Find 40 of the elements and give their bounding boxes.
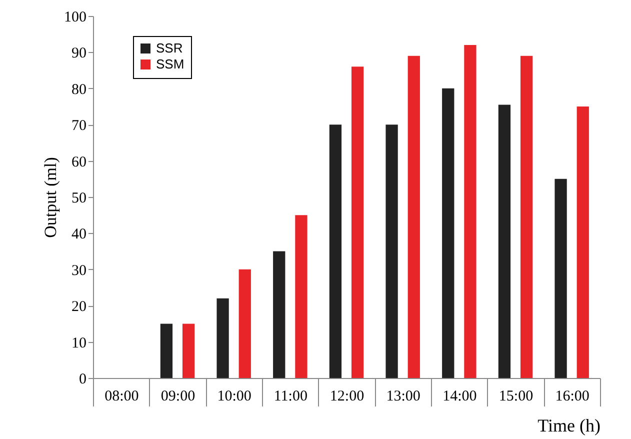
bar [182,324,195,378]
bar [498,104,511,378]
bar [576,106,589,378]
y-tick-label: 50 [72,190,86,206]
y-tick-label: 70 [72,118,86,134]
y-tick-label: 20 [72,299,86,316]
x-tick-label: 14:00 [442,388,477,404]
y-tick-label: 60 [72,154,86,170]
bar [160,324,173,378]
legend-label: SSR [156,40,183,56]
bar [295,215,308,378]
x-tick-label: 11:00 [274,388,308,404]
x-tick-label: 09:00 [160,388,196,404]
y-tick-label: 100 [64,10,86,26]
y-tick-label: 10 [72,335,86,352]
y-tick-label: 80 [72,82,86,98]
legend-label: SSM [156,56,184,72]
bar [386,124,398,378]
bar [520,56,533,378]
y-tick-label: 90 [72,46,86,62]
bar [554,178,567,378]
y-tick-label: 30 [72,262,86,279]
bar [216,298,229,378]
y-tick-label: 40 [72,226,86,243]
x-tick-label: 08:00 [104,388,139,404]
x-tick-label: 13:00 [386,388,420,404]
bar [408,56,420,378]
bar [464,44,476,378]
bar [351,66,364,378]
x-tick-label: 16:00 [555,388,590,404]
y-axis-title: Output (ml) [41,157,60,238]
bar [273,251,286,378]
x-axis-title: Time (h) [538,416,601,436]
bar [329,124,342,378]
x-tick-label: 15:00 [498,388,534,404]
bar [442,88,454,378]
x-tick-label: 12:00 [330,388,364,404]
bar [238,269,251,378]
x-tick-label: 10:00 [217,388,252,404]
y-tick-label: 0 [79,372,86,388]
